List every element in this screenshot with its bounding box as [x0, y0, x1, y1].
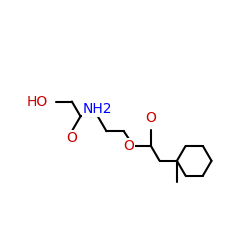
Text: O: O [66, 131, 77, 145]
Text: NH2: NH2 [83, 102, 112, 116]
Text: HO: HO [27, 94, 48, 108]
Text: O: O [146, 111, 156, 125]
Text: O: O [124, 139, 134, 153]
